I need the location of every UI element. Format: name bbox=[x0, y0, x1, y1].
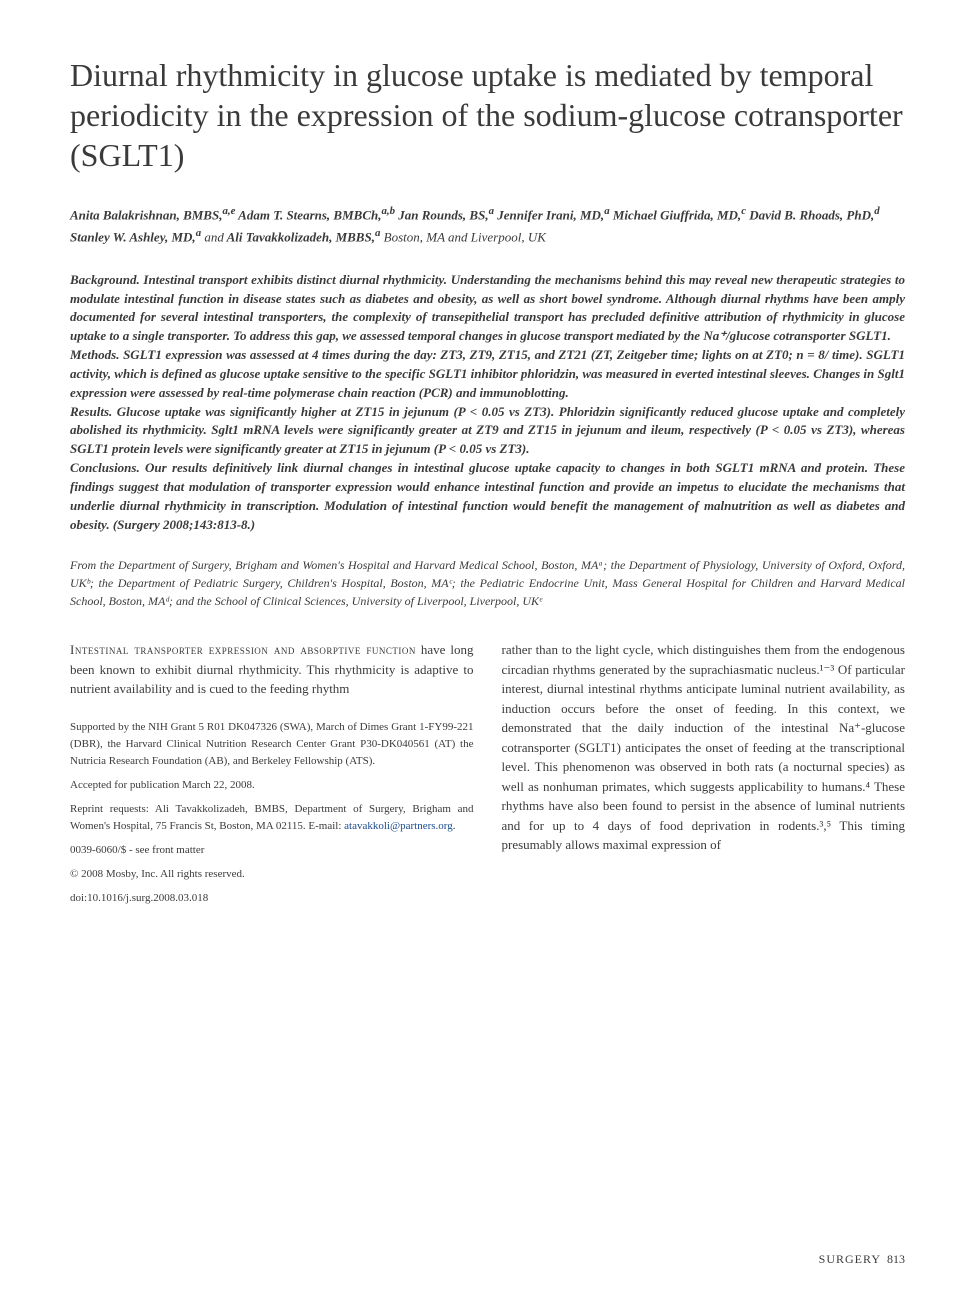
page-footer: SURGERY 813 bbox=[819, 1252, 905, 1267]
meta-doi: doi:10.1016/j.surg.2008.03.018 bbox=[70, 890, 474, 907]
intro-smallcaps: Intestinal transporter expression and ab… bbox=[70, 642, 416, 657]
abstract-block: Background. Intestinal transport exhibit… bbox=[70, 271, 905, 535]
left-column: Intestinal transporter expression and ab… bbox=[70, 640, 474, 914]
abstract-conclusions: Conclusions. Our results definitively li… bbox=[70, 460, 905, 532]
article-meta-block: Supported by the NIH Grant 5 R01 DK04732… bbox=[70, 719, 474, 907]
abstract-results: Results. Glucose uptake was significantl… bbox=[70, 404, 905, 457]
article-title: Diurnal rhythmicity in glucose uptake is… bbox=[70, 55, 905, 175]
abstract-background: Background. Intestinal transport exhibit… bbox=[70, 272, 905, 344]
body-columns: Intestinal transporter expression and ab… bbox=[70, 640, 905, 914]
footer-page-number: 813 bbox=[887, 1252, 905, 1266]
affiliations-block: From the Department of Surgery, Brigham … bbox=[70, 556, 905, 610]
meta-copyright: © 2008 Mosby, Inc. All rights reserved. bbox=[70, 866, 474, 883]
authors-list: Anita Balakrishnan, BMBS,a,e Adam T. Ste… bbox=[70, 203, 905, 247]
right-column: rather than to the light cycle, which di… bbox=[502, 640, 906, 914]
body-right-paragraph: rather than to the light cycle, which di… bbox=[502, 640, 906, 855]
meta-email-link[interactable]: atavakkoli@partners.org bbox=[344, 820, 453, 832]
footer-journal: SURGERY bbox=[819, 1252, 881, 1266]
meta-reprint: Reprint requests: Ali Tavakkolizadeh, BM… bbox=[70, 801, 474, 835]
meta-issn: 0039-6060/$ - see front matter bbox=[70, 842, 474, 859]
abstract-methods: Methods. SGLT1 expression was assessed a… bbox=[70, 347, 905, 400]
meta-accepted: Accepted for publication March 22, 2008. bbox=[70, 777, 474, 794]
meta-support: Supported by the NIH Grant 5 R01 DK04732… bbox=[70, 719, 474, 770]
intro-paragraph: Intestinal transporter expression and ab… bbox=[70, 640, 474, 699]
